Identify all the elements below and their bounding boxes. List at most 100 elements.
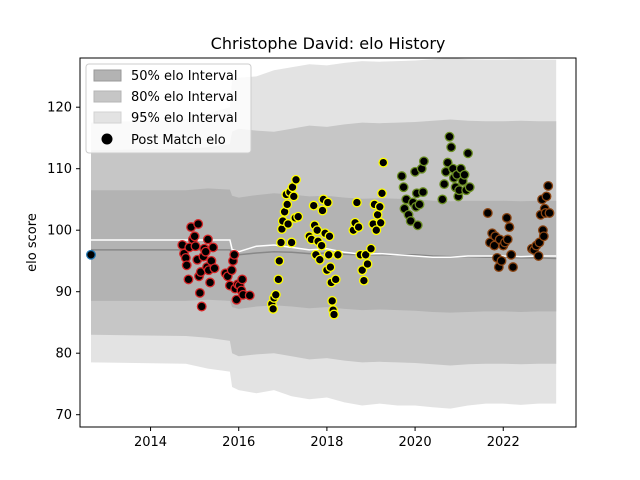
data-point (496, 255, 507, 266)
data-point (418, 187, 428, 198)
x-tick-label: 2022 (487, 435, 520, 450)
data-point (286, 237, 297, 248)
data-point (459, 169, 470, 180)
legend: 50% elo Interval 80% elo Interval 95% el… (85, 63, 252, 154)
plot-frame (79, 57, 577, 428)
data-point (324, 231, 335, 242)
data-point (209, 263, 220, 274)
data-point (502, 234, 513, 245)
data-point (205, 277, 216, 288)
data-point (329, 309, 339, 320)
data-point (437, 194, 448, 205)
data-point (330, 274, 341, 285)
legend-label-80: 80% elo Interval (131, 90, 238, 105)
data-point (439, 179, 450, 190)
y-tick-label: 70 (55, 408, 72, 423)
data-point (308, 200, 319, 211)
data-point (193, 219, 204, 229)
data-point (231, 294, 242, 305)
legend-frame (85, 63, 252, 154)
data-point (316, 240, 327, 251)
data-point (190, 241, 201, 252)
data-point (371, 225, 382, 236)
data-point (508, 262, 518, 273)
chart-title: Christophe David: elo History (211, 34, 446, 53)
data-point (357, 265, 368, 276)
legend-label-50: 50% elo Interval (131, 69, 238, 84)
data-point (244, 290, 255, 301)
data-point (372, 209, 383, 220)
data-point (353, 222, 364, 233)
legend-marker-post-match (101, 133, 113, 145)
data-point (362, 259, 373, 269)
mean-line (91, 239, 557, 259)
y-tick-label: 90 (55, 285, 72, 300)
y-axis-label: elo score (25, 213, 40, 272)
data-point (463, 148, 473, 159)
x-axis: 2014 2016 2018 2020 2022 (134, 427, 520, 450)
data-point (291, 174, 301, 185)
legend-swatch-80 (93, 90, 122, 103)
data-point (366, 243, 376, 254)
data-point (358, 275, 369, 286)
data-point (194, 287, 205, 298)
data-point (412, 220, 423, 231)
data-point (396, 171, 407, 182)
data-point (200, 246, 211, 257)
data-point (418, 156, 429, 167)
y-tick-label: 100 (47, 224, 72, 239)
data-point (268, 303, 279, 314)
data-point (398, 182, 409, 193)
data-point (189, 231, 200, 242)
data-point (332, 249, 343, 260)
data-point (482, 208, 493, 218)
legend-label-post-match: Post Match elo (131, 133, 226, 148)
x-tick-label: 2016 (222, 435, 255, 450)
data-point (314, 254, 325, 265)
data-point (183, 274, 194, 285)
x-tick-label: 2020 (399, 435, 432, 450)
x-tick-label: 2018 (310, 435, 343, 450)
legend-swatch-95 (93, 111, 122, 124)
data-point (541, 191, 552, 202)
data-point (533, 251, 544, 261)
y-tick-label: 120 (47, 101, 72, 116)
data-point (377, 188, 387, 199)
data-point (288, 191, 299, 202)
y-tick-label: 80 (55, 347, 72, 362)
data-point (293, 211, 304, 222)
data-point (544, 208, 555, 218)
data-point (181, 260, 192, 271)
data-point (375, 217, 386, 228)
y-axis: 70 80 90 100 110 120 (47, 101, 80, 423)
data-point (226, 265, 237, 276)
x-tick-label: 2014 (134, 435, 167, 450)
data-point (196, 301, 207, 312)
data-point (360, 249, 371, 260)
data-point (208, 242, 219, 253)
data-point (327, 295, 338, 306)
data-point (506, 249, 517, 260)
data-point (276, 237, 286, 248)
data-point (322, 197, 333, 208)
data-point (202, 234, 213, 245)
data-point (538, 231, 549, 242)
legend-swatch-50 (93, 69, 122, 82)
data-point (464, 182, 475, 193)
data-point (323, 249, 334, 260)
data-point (351, 197, 362, 208)
data-point (446, 142, 457, 153)
y-tick-label: 110 (47, 162, 72, 177)
data-point (317, 205, 328, 216)
data-point (442, 157, 453, 168)
data-point (270, 289, 281, 300)
data-point (414, 199, 425, 210)
data-point (282, 199, 293, 210)
data-point (444, 131, 455, 142)
post-match-points (86, 131, 555, 320)
legend-label-95: 95% elo Interval (131, 111, 238, 126)
data-point (274, 255, 285, 266)
data-point (283, 219, 294, 229)
data-point (273, 274, 284, 285)
